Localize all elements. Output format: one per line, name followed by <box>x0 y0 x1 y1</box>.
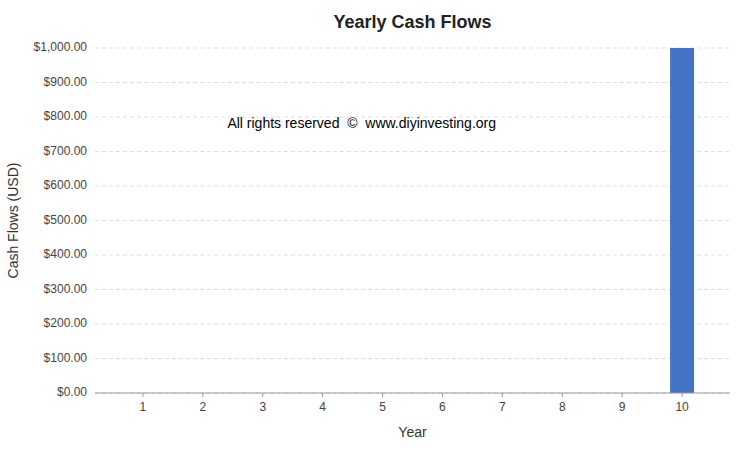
x-tick-label: 9 <box>619 400 626 414</box>
y-tick-label: $200.00 <box>44 316 88 330</box>
x-tick <box>322 393 323 397</box>
x-tick <box>262 393 263 397</box>
x-tick-label: 3 <box>259 400 266 414</box>
grid-line <box>95 324 730 325</box>
x-tick-label: 2 <box>199 400 206 414</box>
y-tick-label: $600.00 <box>44 178 88 192</box>
chart: $0.00 $100.00 $200.00 $300.00 $400.00 $500.00… <box>0 0 752 451</box>
y-tick-label: $300.00 <box>44 282 88 296</box>
x-axis-label: Year <box>398 424 427 440</box>
y-tick-label: $1,000.00 <box>34 40 88 54</box>
y-tick-label: $400.00 <box>44 247 88 261</box>
grid-line <box>95 358 730 359</box>
x-tick-label: 5 <box>379 400 386 414</box>
bar <box>670 48 694 393</box>
grid-line <box>95 48 730 49</box>
x-tick-label: 10 <box>675 400 689 414</box>
y-grid <box>95 48 730 393</box>
y-tick-label: $900.00 <box>44 75 88 89</box>
y-tick-label: $700.00 <box>44 144 88 158</box>
grid-line <box>95 82 730 83</box>
x-tick-label: 1 <box>140 400 147 414</box>
bars <box>670 48 694 393</box>
y-tick-label: $100.00 <box>44 351 88 365</box>
x-tick <box>622 393 623 397</box>
title: Yearly Cash Flows <box>333 12 491 32</box>
x-tick <box>502 393 503 397</box>
grid-line <box>95 151 730 152</box>
x-tick <box>562 393 563 397</box>
y-tick-labels: $0.00 $100.00 $200.00 $300.00 $400.00 $500.00… <box>34 40 88 399</box>
y-axis-label: Cash Flows (USD) <box>5 163 21 279</box>
x-tick-label: 6 <box>439 400 446 414</box>
x-ticks: 1 2 3 4 5 6 7 8 9 10 <box>140 393 689 414</box>
y-tick-label: $500.00 <box>44 213 88 227</box>
x-tick <box>142 393 143 397</box>
grid-line <box>95 393 730 394</box>
grid-line <box>95 186 730 187</box>
x-tick-label: 4 <box>319 400 326 414</box>
x-tick-label: 7 <box>499 400 506 414</box>
x-tick <box>202 393 203 397</box>
grid-line <box>95 255 730 256</box>
x-tick-label: 8 <box>559 400 566 414</box>
annotation: All rights reserved © www.diyinvesting.o… <box>227 115 496 131</box>
background <box>0 0 752 451</box>
y-tick-label: $0.00 <box>57 385 87 399</box>
x-tick <box>682 393 683 397</box>
y-tick-label: $800.00 <box>44 109 88 123</box>
grid-line <box>95 289 730 290</box>
x-axis-line <box>95 393 730 394</box>
x-tick <box>382 393 383 397</box>
x-tick <box>442 393 443 397</box>
grid-line <box>95 220 730 221</box>
